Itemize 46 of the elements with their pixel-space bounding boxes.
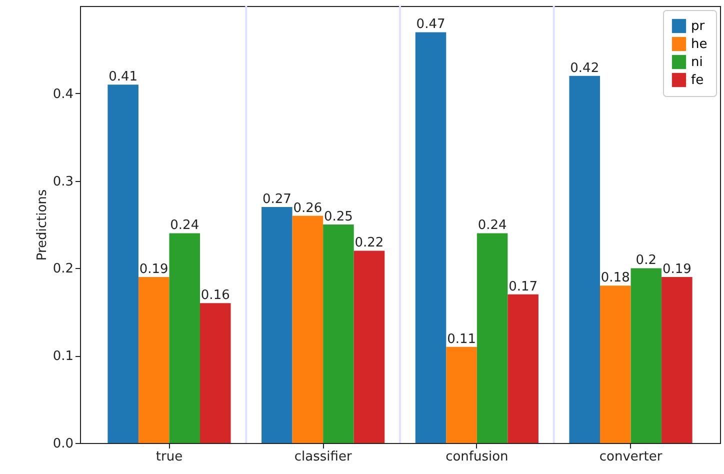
bar [138,276,170,443]
legend-label: fe [691,73,704,88]
bar [476,233,508,443]
y-tick-label: 0.2 [52,262,74,277]
data-label: 0.25 [324,210,353,224]
data-label: 0.24 [478,218,507,234]
y-tick-label: 0.1 [52,349,74,364]
data-label: 0.18 [600,270,630,286]
bar [292,216,324,443]
data-label: 0.42 [570,60,600,76]
y-tick-label: 0.3 [52,174,74,190]
legend-label: ni [691,55,703,70]
data-label: 0.22 [354,236,384,251]
data-label: 0.11 [447,332,476,347]
x-tick-label: true [156,450,183,464]
data-label: 0.47 [416,17,446,32]
bar [415,32,446,443]
y-tick-label: 0.0 [52,436,74,452]
bar [108,84,138,443]
y-tick-label: 0.4 [52,86,74,102]
data-label: 0.24 [170,218,200,234]
x-tick-label: confusion [446,450,508,464]
x-tick-label: classifier [294,450,352,464]
legend-label: pr [691,19,706,34]
bar [262,207,292,443]
bar [446,346,477,443]
bar [354,250,385,443]
data-label: 0.17 [508,279,538,294]
y-axis-title: Predictions [34,189,50,261]
data-label: 0.16 [200,288,230,304]
bar [508,294,538,443]
data-label: 0.41 [108,70,138,85]
data-label: 0.26 [293,200,322,216]
bar [200,303,231,443]
data-label: 0.19 [662,262,692,277]
data-label: 0.27 [262,192,292,208]
bar [169,233,200,443]
x-tick-label: converter [599,450,663,464]
legend-label: he [691,37,708,52]
data-label: 0.2 [636,253,656,268]
bar [569,76,600,443]
data-label: 0.19 [139,262,168,277]
bar [600,286,631,443]
bar [630,268,662,443]
bar [323,224,354,443]
bar [662,276,692,443]
